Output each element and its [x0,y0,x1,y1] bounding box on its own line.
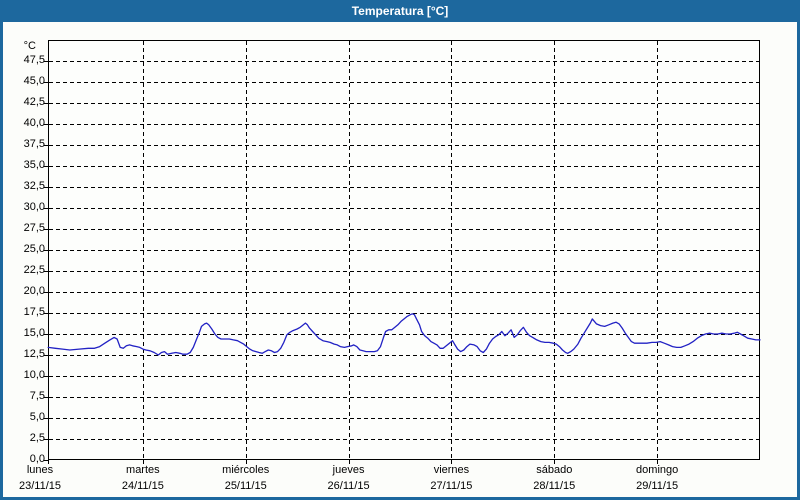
chart-background [3,22,797,497]
title-bar: Temperatura [°C] [0,0,800,22]
chart-title: Temperatura [°C] [351,4,449,18]
